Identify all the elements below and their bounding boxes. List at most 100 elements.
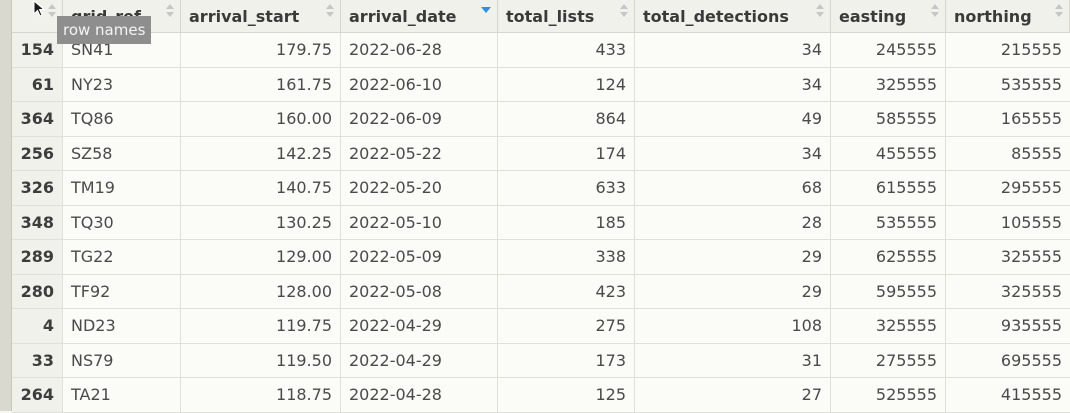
table-cell-arrival-date[interactable]: 2022-04-28 (341, 378, 498, 412)
table-cell-total-lists[interactable]: 275 (498, 309, 635, 343)
table-cell-easting[interactable]: 275555 (831, 343, 946, 377)
table-cell-arrival-date[interactable]: 2022-06-10 (341, 67, 498, 101)
table-cell-arrival-start[interactable]: 179.75 (181, 33, 341, 67)
table-cell-northing[interactable]: 325555 (1000, 247, 1062, 267)
table-cell-total-detections[interactable]: 34 (635, 67, 831, 101)
table-cell-grid-ref[interactable]: SZ58 (63, 136, 181, 170)
table-cell-arrival-start[interactable]: 130.25 (181, 205, 341, 239)
sort-icon[interactable] (620, 4, 628, 20)
table-cell-northing[interactable]: 165555 (1000, 109, 1062, 129)
table-cell-grid-ref[interactable]: TG22 (63, 240, 181, 274)
row-name-cell[interactable]: 256 (12, 136, 63, 170)
row-name-cell[interactable]: 364 (12, 102, 63, 136)
table-cell-arrival-date[interactable]: 2022-05-20 (341, 171, 498, 205)
table-cell-arrival-start[interactable]: 142.25 (181, 136, 341, 170)
table-cell-total-lists[interactable]: 173 (498, 343, 635, 377)
table-cell-arrival-date[interactable]: 2022-05-10 (341, 205, 498, 239)
table-cell-northing[interactable]: 535555 (1000, 74, 1062, 94)
table-row[interactable]: 4 ND23 119.75 2022-04-29 275 108 325555 935555 (12, 309, 1070, 344)
table-cell-easting[interactable]: 455555 (831, 136, 946, 170)
sort-icon[interactable] (816, 4, 824, 20)
table-cell-total-lists[interactable]: 338 (498, 240, 635, 274)
column-header-total-lists[interactable]: total_lists (498, 0, 635, 32)
table-row[interactable]: 154 SN41 179.75 2022-06-28 433 34 245555 215555 (12, 33, 1070, 68)
table-cell-northing[interactable]: 295555 (1000, 178, 1062, 198)
sort-icon[interactable] (326, 4, 334, 20)
table-cell-grid-ref[interactable]: TA21 (63, 378, 181, 412)
sort-icon[interactable] (48, 4, 56, 20)
row-name-cell[interactable]: 280 (12, 274, 63, 308)
table-cell-total-lists[interactable]: 174 (498, 136, 635, 170)
table-cell-grid-ref[interactable]: TF92 (63, 274, 181, 308)
column-header-arrival-date[interactable]: arrival_date (341, 0, 498, 32)
table-cell-easting[interactable]: 625555 (831, 240, 946, 274)
table-cell-total-lists[interactable]: 864 (498, 102, 635, 136)
sort-icon[interactable] (1055, 4, 1063, 20)
table-row[interactable]: 280 TF92 128.00 2022-05-08 423 29 595555 325555 (12, 274, 1070, 309)
table-cell-grid-ref[interactable]: TQ86 (63, 102, 181, 136)
table-cell-arrival-start[interactable]: 119.50 (181, 343, 341, 377)
table-cell-grid-ref[interactable]: TQ30 (63, 205, 181, 239)
table-row[interactable]: 364 TQ86 160.00 2022-06-09 864 49 585555 165555 (12, 102, 1070, 137)
table-cell-arrival-start[interactable]: 129.00 (181, 240, 341, 274)
table-cell-northing[interactable]: 85555 (1011, 143, 1062, 163)
table-row[interactable]: 326 TM19 140.75 2022-05-20 633 68 615555 295555 (12, 171, 1070, 206)
table-cell-easting[interactable]: 245555 (831, 33, 946, 67)
table-cell-easting[interactable]: 525555 (831, 378, 946, 412)
table-cell-grid-ref[interactable]: TM19 (63, 171, 181, 205)
row-name-cell[interactable]: 348 (12, 205, 63, 239)
table-cell-total-lists[interactable]: 185 (498, 205, 635, 239)
column-header-total-detections[interactable]: total_detections (635, 0, 831, 32)
table-cell-total-lists[interactable]: 125 (498, 378, 635, 412)
row-name-cell[interactable]: 33 (12, 343, 63, 377)
table-cell-arrival-date[interactable]: 2022-06-09 (341, 102, 498, 136)
table-cell-easting[interactable]: 615555 (831, 171, 946, 205)
table-cell-total-lists[interactable]: 633 (498, 171, 635, 205)
table-cell-arrival-start[interactable]: 160.00 (181, 102, 341, 136)
row-name-cell[interactable]: 61 (12, 67, 63, 101)
table-cell-arrival-start[interactable]: 118.75 (181, 378, 341, 412)
table-cell-easting[interactable]: 585555 (831, 102, 946, 136)
table-cell-northing[interactable]: 695555 (1000, 350, 1062, 370)
column-header-easting[interactable]: easting (831, 0, 946, 32)
table-cell-arrival-start[interactable]: 119.75 (181, 309, 341, 343)
table-cell-arrival-date[interactable]: 2022-04-29 (341, 309, 498, 343)
table-cell-northing[interactable]: 105555 (1000, 212, 1062, 232)
table-cell-total-detections[interactable]: 27 (635, 378, 831, 412)
table-cell-easting[interactable]: 595555 (831, 274, 946, 308)
table-cell-arrival-date[interactable]: 2022-05-08 (341, 274, 498, 308)
table-cell-grid-ref[interactable]: SN41 (63, 33, 181, 67)
table-cell-total-detections[interactable]: 29 (635, 274, 831, 308)
table-cell-total-detections[interactable]: 34 (635, 136, 831, 170)
table-cell-easting[interactable]: 325555 (831, 309, 946, 343)
table-cell-arrival-start[interactable]: 128.00 (181, 274, 341, 308)
table-cell-easting[interactable]: 535555 (831, 205, 946, 239)
row-name-cell[interactable]: 289 (12, 240, 63, 274)
table-cell-northing[interactable]: 935555 (1000, 316, 1062, 336)
table-cell-arrival-start[interactable]: 140.75 (181, 171, 341, 205)
table-cell-total-detections[interactable]: 49 (635, 102, 831, 136)
row-name-cell[interactable]: 326 (12, 171, 63, 205)
table-cell-total-detections[interactable]: 31 (635, 343, 831, 377)
table-row[interactable]: 264 TA21 118.75 2022-04-28 125 27 525555 415555 (12, 378, 1070, 413)
table-cell-total-lists[interactable]: 423 (498, 274, 635, 308)
table-cell-total-detections[interactable]: 68 (635, 171, 831, 205)
table-row[interactable]: 61 NY23 161.75 2022-06-10 124 34 325555 535555 (12, 67, 1070, 102)
row-name-cell[interactable]: 264 (12, 378, 63, 412)
table-row[interactable]: 348 TQ30 130.25 2022-05-10 185 28 535555 105555 (12, 205, 1070, 240)
row-name-cell[interactable]: 154 (12, 33, 63, 67)
table-cell-arrival-date[interactable]: 2022-06-28 (341, 33, 498, 67)
table-cell-arrival-date[interactable]: 2022-05-22 (341, 136, 498, 170)
table-cell-arrival-start[interactable]: 161.75 (181, 67, 341, 101)
table-cell-northing[interactable]: 325555 (1000, 281, 1062, 301)
table-cell-northing[interactable]: 215555 (1000, 40, 1062, 60)
table-cell-grid-ref[interactable]: ND23 (63, 309, 181, 343)
column-header-northing[interactable]: northing (946, 0, 1070, 32)
table-cell-grid-ref[interactable]: NY23 (63, 67, 181, 101)
sort-icon[interactable] (166, 4, 174, 20)
table-cell-northing[interactable]: 415555 (1000, 385, 1062, 405)
table-cell-total-lists[interactable]: 433 (498, 33, 635, 67)
table-cell-total-detections[interactable]: 34 (635, 33, 831, 67)
table-cell-total-lists[interactable]: 124 (498, 67, 635, 101)
table-row[interactable]: 33 NS79 119.50 2022-04-29 173 31 275555 695555 (12, 343, 1070, 378)
